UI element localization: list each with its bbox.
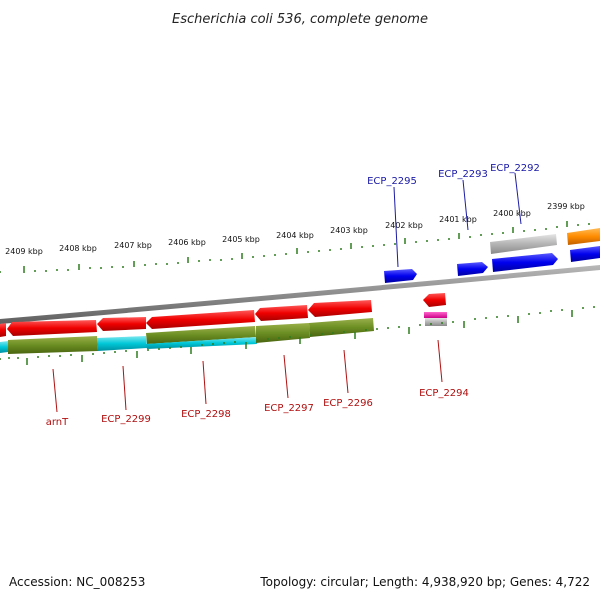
ruler-label: 2409 kbp [5, 247, 43, 256]
label-leader-ecp-2297 [283, 354, 289, 399]
forward-gene-labels: ECP_2295 ECP_2293 ECP_2292 [367, 163, 540, 268]
reverse-gene-labels: arnT ECP_2299 ECP_2298 ECP_2297 ECP_2296… [46, 339, 469, 428]
gene-label-ecp-2295[interactable]: ECP_2295 [367, 176, 417, 187]
feature-cyan-left[interactable] [0, 341, 8, 353]
gene-feature-magenta[interactable] [424, 312, 447, 318]
inner-ruler [0, 306, 595, 365]
feature-track [0, 318, 374, 354]
ruler-label: 2403 kbp [330, 226, 368, 235]
gene-arrow-ecp-2299[interactable] [97, 317, 146, 331]
gene-label-ecp-2293[interactable]: ECP_2293 [438, 169, 488, 180]
label-leader-ecp-2293 [462, 179, 469, 231]
label-leader-ecp-2296 [343, 349, 349, 394]
gene-arrow-orange[interactable] [567, 228, 600, 245]
label-leader-ecp-2294 [437, 339, 443, 383]
label-leader-ecp-2295 [393, 186, 399, 268]
gene-arrow-ecp-2295[interactable] [384, 269, 417, 283]
accession-text: Accession: NC_008253 [9, 575, 145, 589]
gene-arrow-gray[interactable] [490, 234, 557, 254]
gene-arrow-ecp-2296[interactable] [308, 300, 372, 317]
gene-label-arnt[interactable]: arnT [46, 417, 69, 428]
feature-olive-1[interactable] [8, 336, 98, 354]
genome-summary-text: Topology: circular; Length: 4,938,920 bp… [259, 575, 590, 589]
gene-arrow-ecp-2293[interactable] [457, 262, 488, 276]
ruler-label: 2408 kbp [59, 244, 97, 253]
label-leader-ecp-2292 [514, 172, 522, 225]
gene-label-ecp-2297[interactable]: ECP_2297 [264, 403, 314, 414]
genome-backbone [0, 265, 600, 324]
ruler-label: 2406 kbp [168, 238, 206, 247]
ruler-labels: 2409 kbp 2408 kbp 2407 kbp 2406 kbp 2405… [5, 202, 585, 256]
ruler-label: 2401 kbp [439, 215, 477, 224]
gene-feature-gray-small[interactable] [425, 318, 447, 326]
ruler-label: 2402 kbp [385, 221, 423, 230]
map-title: Escherichia coli 536, complete genome [172, 12, 428, 27]
gene-label-ecp-2292[interactable]: ECP_2292 [490, 163, 540, 174]
label-leader-ecp-2298 [202, 360, 207, 405]
gene-arrow-ecp-2297[interactable] [255, 305, 308, 321]
gene-arrow-ecp-2292[interactable] [492, 253, 558, 272]
feature-cyan-1[interactable] [97, 336, 147, 351]
gene-label-ecp-2299[interactable]: ECP_2299 [101, 414, 151, 425]
gene-arrow-ecp-2294[interactable] [423, 293, 446, 307]
reverse-genes [0, 293, 447, 337]
ruler-label: 2400 kbp [493, 209, 531, 218]
forward-genes [384, 228, 600, 283]
feature-cyan-2[interactable] [146, 337, 257, 349]
gene-arrow-edge-left[interactable] [0, 323, 6, 337]
outer-ruler [0, 221, 590, 273]
ruler-label: 2404 kbp [276, 231, 314, 240]
gene-label-ecp-2298[interactable]: ECP_2298 [181, 409, 231, 420]
label-leader-ecp-2299 [122, 365, 127, 411]
gene-arrow-arnt[interactable] [7, 320, 97, 336]
ruler-label: 2407 kbp [114, 241, 152, 250]
ruler-label: 2399 kbp [547, 202, 585, 211]
feature-olive-3[interactable] [256, 323, 310, 343]
feature-olive-4[interactable] [309, 318, 374, 337]
feature-olive-2[interactable] [146, 326, 256, 344]
ruler-label: 2405 kbp [222, 235, 260, 244]
label-leader-arnt [52, 368, 58, 413]
gene-label-ecp-2296[interactable]: ECP_2296 [323, 398, 373, 409]
gene-label-ecp-2294[interactable]: ECP_2294 [419, 388, 469, 399]
gene-arrow-ecp-2298[interactable] [146, 310, 255, 329]
gene-arrow-blue-edge[interactable] [570, 246, 600, 262]
